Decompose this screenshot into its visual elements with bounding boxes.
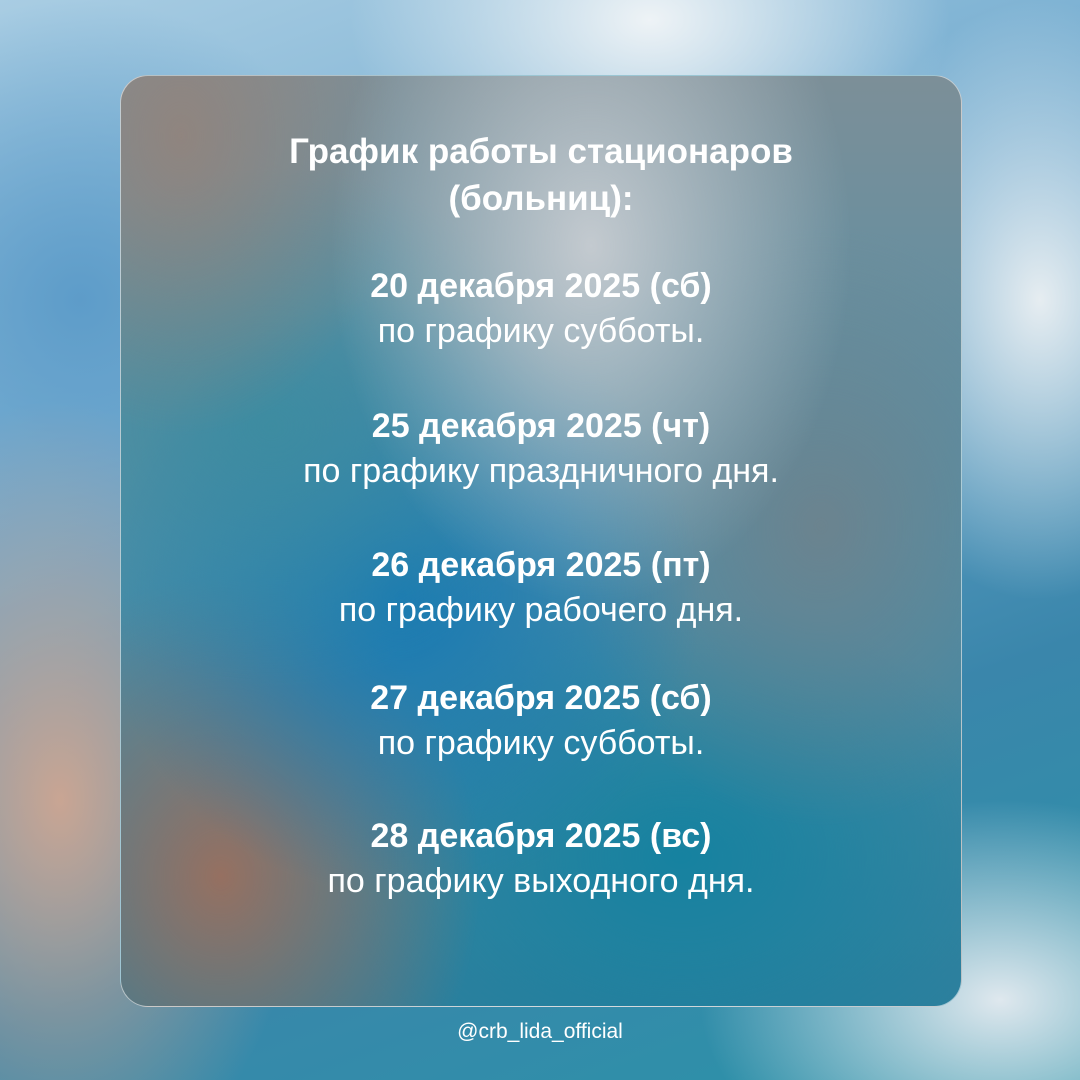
entry-date: 25 декабря 2025 (чт) [371,407,711,445]
entry-date: 28 декабря 2025 (вс) [370,817,712,855]
title-line: (больниц): [448,179,634,218]
schedule-entry: 27 декабря 2025 (сб) по графику субботы. [121,676,961,766]
social-handle: @crb_lida_official [457,1020,623,1043]
schedule-entry: 28 декабря 2025 (вс) по графику выходног… [121,814,961,904]
schedule-entry: 20 декабря 2025 (сб) по графику субботы. [121,264,961,354]
entry-text: по графику праздничного дня. [303,452,779,490]
entry-text: по графику рабочего дня. [338,591,744,629]
entry-date: 27 декабря 2025 (сб) [370,679,712,717]
entry-date: 20 декабря 2025 (сб) [370,267,712,305]
schedule-title: График работы стационаров (больниц): [121,128,961,222]
entry-text: по графику выходного дня. [327,862,755,900]
entry-text: по графику субботы. [377,724,705,762]
schedule-card: График работы стационаров (больниц): 20 … [120,75,962,1007]
schedule-entry: 26 декабря 2025 (пт) по графику рабочего… [121,543,961,633]
entry-date: 26 декабря 2025 (пт) [371,546,711,584]
title-line: График работы стационаров [289,132,793,171]
entry-text: по графику субботы. [377,312,705,350]
schedule-entry: 25 декабря 2025 (чт) по графику празднич… [121,404,961,494]
